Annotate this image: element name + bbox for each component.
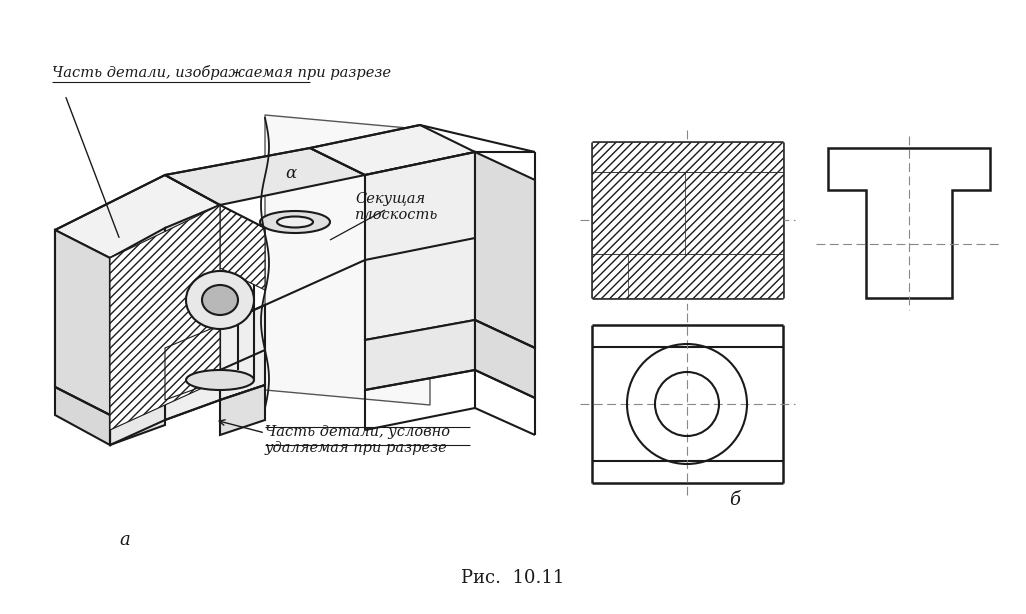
Polygon shape: [110, 205, 220, 430]
Polygon shape: [110, 395, 165, 445]
Polygon shape: [55, 387, 110, 445]
Polygon shape: [220, 385, 265, 435]
Polygon shape: [685, 172, 783, 254]
Polygon shape: [310, 125, 475, 175]
Polygon shape: [165, 148, 365, 205]
Ellipse shape: [186, 370, 254, 390]
Ellipse shape: [277, 217, 313, 228]
Polygon shape: [475, 320, 535, 398]
Text: б: б: [729, 491, 741, 509]
Ellipse shape: [260, 211, 330, 233]
Polygon shape: [165, 325, 220, 420]
Polygon shape: [365, 320, 475, 390]
Ellipse shape: [186, 271, 254, 329]
Text: Рис.  10.11: Рис. 10.11: [462, 569, 564, 587]
Polygon shape: [828, 148, 990, 298]
Text: Часть детали, условно
удаляемая при разрезе: Часть детали, условно удаляемая при разр…: [265, 425, 450, 455]
Polygon shape: [55, 230, 110, 415]
Text: Часть детали, изображаемая при разрезе: Часть детали, изображаемая при разрезе: [52, 65, 391, 80]
Polygon shape: [265, 115, 430, 405]
Ellipse shape: [202, 285, 238, 315]
Polygon shape: [55, 175, 220, 258]
Polygon shape: [110, 228, 165, 375]
Polygon shape: [165, 325, 220, 400]
Polygon shape: [592, 142, 783, 172]
Polygon shape: [628, 254, 783, 298]
Polygon shape: [365, 152, 475, 340]
Polygon shape: [592, 172, 690, 254]
Polygon shape: [220, 205, 265, 290]
Polygon shape: [592, 254, 747, 298]
Polygon shape: [220, 305, 265, 400]
Text: Секущая
плоскость: Секущая плоскость: [355, 192, 438, 222]
Text: α: α: [285, 165, 297, 182]
Text: а: а: [120, 531, 130, 549]
Polygon shape: [475, 152, 535, 348]
Polygon shape: [165, 205, 220, 248]
